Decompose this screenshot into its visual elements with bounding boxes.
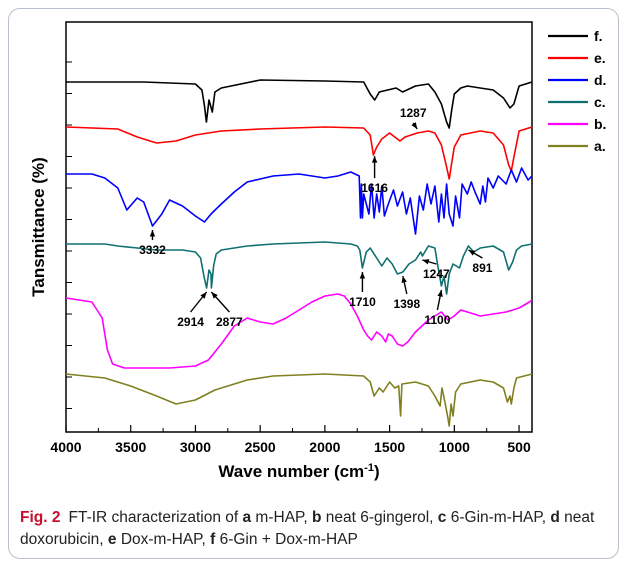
annotation-label: 2877 [216,315,243,329]
x-tick-label: 1000 [439,439,470,455]
annotation-label: 1710 [349,295,376,309]
figure-caption: Fig. 2 FT-IR characterization of a m-HAP,… [20,507,620,551]
annotation-arrowhead [211,292,218,299]
annotation-arrowhead [371,156,378,163]
annotation-label: 1616 [361,181,388,195]
x-tick-label: 500 [507,439,531,455]
annotation-arrowhead [422,259,430,265]
x-tick-label: 3500 [115,439,146,455]
annotation-arrowhead [401,276,407,283]
annotation-label: 1287 [400,106,427,120]
caption-fragment: c [437,509,447,526]
legend-label: b. [594,116,606,132]
caption-fragment: e [107,531,117,548]
x-tick-label: 2500 [245,439,276,455]
caption-fragment: Dox-m-HAP, [116,531,211,548]
annotation-label: 1398 [393,297,420,311]
series-line [65,293,533,369]
x-tick-label: 2000 [309,439,340,455]
caption-label: Fig. 2 [20,509,61,526]
plot-frame [65,21,533,433]
annotation-label: 1100 [424,313,450,327]
annotation-label: 3332 [139,243,166,257]
caption-fragment: m-HAP, [251,509,312,526]
legend-label: f. [594,28,603,44]
annotation-arrowhead [468,250,476,256]
annotation-label: 891 [472,261,492,275]
y-axis-label: Tansmittance (%) [29,157,48,297]
x-tick-label: 3000 [180,439,211,455]
annotation-arrowhead [437,290,443,297]
legend-label: e. [594,50,606,66]
annotation-arrowhead [411,122,418,129]
caption-fragment: 6-Gin-m-HAP, [446,509,551,526]
legend-label: c. [594,94,606,110]
x-tick-label: 1500 [374,439,405,455]
x-axis-label: Wave number (cm-1) [218,462,379,481]
caption-fragment: neat doxorubicin, [20,509,595,548]
legend-label: a. [594,138,606,154]
series-line [66,241,533,295]
legend-label: d. [594,72,606,88]
annotation-label: 1247 [423,267,450,281]
ftir-chart: 4000 3500 3000 2500 2000 1500 1000 500 Wave numb… [29,21,606,481]
caption-fragment: b [312,509,322,526]
x-tick-label: 4000 [50,439,81,455]
caption-fragment: f [210,531,216,548]
caption-fragment: a [242,509,252,526]
annotation-arrowhead [200,292,207,299]
caption-fragment: d [550,509,560,526]
series-line [66,79,533,129]
series-line [65,373,533,427]
caption-fragment: FT-IR characterization of [68,509,243,526]
figure-frame [8,8,619,559]
annotation-arrowhead [359,272,366,279]
caption-text: FT-IR characterization of a m-HAP, b nea… [20,509,594,548]
series-line [65,126,533,180]
caption-fragment: neat 6-gingerol, [321,509,438,526]
annotation-arrowhead [149,230,156,237]
caption-fragment: 6-Gin + Dox-m-HAP [215,531,358,548]
series-line [66,167,533,235]
annotation-label: 2914 [177,315,204,329]
